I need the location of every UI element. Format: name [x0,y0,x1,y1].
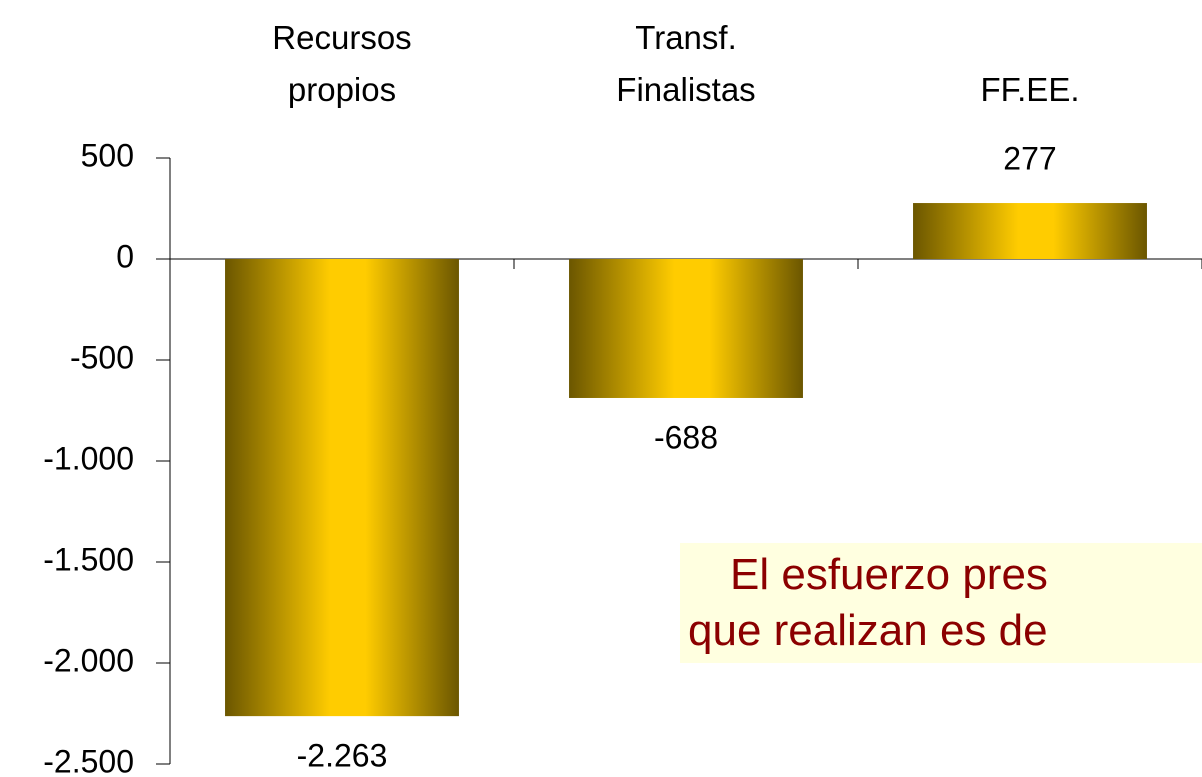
y-tick-label: 0 [116,238,134,274]
y-tick-label: -1.500 [43,541,134,577]
annotation-line: El esfuerzo pres [730,550,1048,599]
annotation-line: que realizan es de [688,606,1048,655]
bar [225,259,459,717]
annotation: El esfuerzo pres que realizan es de [680,543,1202,663]
category-label: Transf. Finalistas [616,19,756,108]
y-tick-label: 500 [81,137,134,173]
category-label: FF.EE. [980,71,1080,108]
y-tick-label: -1.000 [43,440,134,476]
category-label: Recursos propios [272,19,412,108]
y-tick-label: -2.500 [43,743,134,777]
value-label: -688 [654,419,718,455]
bar [569,259,803,398]
value-label: -2.263 [297,738,388,774]
value-label: 277 [1003,140,1056,176]
bar [913,203,1147,259]
y-tick-label: -2.000 [43,642,134,678]
y-tick-label: -500 [70,339,134,375]
